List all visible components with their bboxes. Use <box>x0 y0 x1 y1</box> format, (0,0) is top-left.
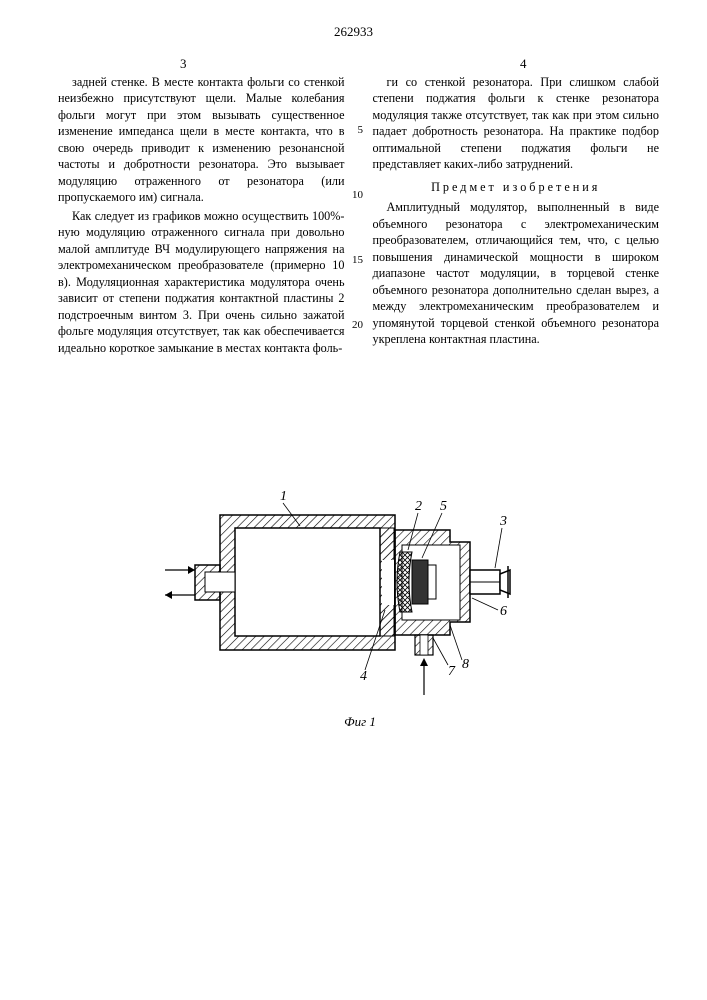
column-number-left: 3 <box>180 56 187 72</box>
figure-label-6: 6 <box>500 604 507 619</box>
line-number-gutter: 5 10 15 20 <box>345 74 363 335</box>
line-mark: 15 <box>345 253 363 269</box>
figure-label-7: 7 <box>448 664 456 679</box>
paragraph: Как следует из графиков можно осуществит… <box>58 208 345 356</box>
column-number-right: 4 <box>520 56 527 72</box>
figure-label-5: 5 <box>440 499 447 514</box>
figure-caption: Фиг 1 <box>150 714 570 730</box>
paragraph: ги со стенкой резонатора. При слишком сл… <box>373 74 660 173</box>
patent-number: 262933 <box>0 24 707 40</box>
line-mark: 20 <box>345 318 363 334</box>
paragraph: задней стенке. В месте контакта фольги с… <box>58 74 345 206</box>
figure-svg: 1 2 5 3 6 4 7 8 <box>150 470 570 730</box>
figure-label-3: 3 <box>499 514 507 529</box>
paragraph: Амплитудный модулятор, выполненный в вид… <box>373 199 660 347</box>
figure-label-8: 8 <box>462 657 469 672</box>
claim-heading: Предмет изобретения <box>373 179 660 195</box>
figure-1: 1 2 5 3 6 4 7 8 Фиг 1 <box>150 470 570 730</box>
right-column: ги со стенкой резонатора. При слишком сл… <box>373 74 660 358</box>
line-mark: 5 <box>345 123 363 139</box>
figure-label-2: 2 <box>415 499 422 514</box>
left-column: задней стенке. В месте контакта фольги с… <box>58 74 345 358</box>
line-mark: 10 <box>345 188 363 204</box>
figure-label-4: 4 <box>360 669 367 684</box>
figure-label-1: 1 <box>280 489 287 504</box>
